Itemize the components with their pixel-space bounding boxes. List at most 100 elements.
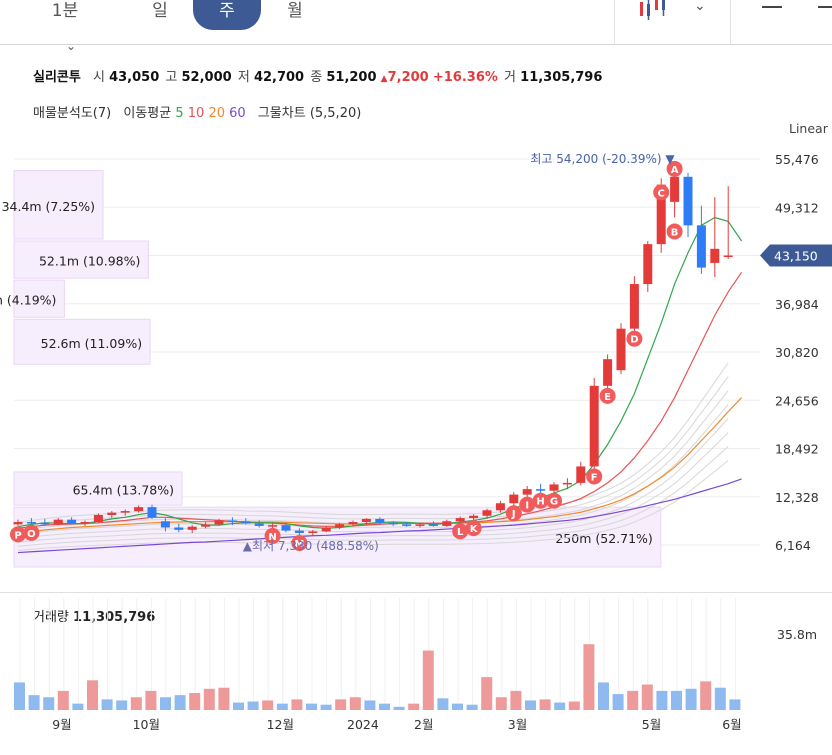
candle [455,516,465,524]
signal-circle [291,534,308,551]
signal-circle [666,223,683,240]
volume-bar [554,702,566,710]
candle [26,518,36,525]
signal-marker: L [452,523,469,540]
signal-label: C [658,188,665,199]
change-up-icon: ▲ [380,74,388,84]
y-axis-tick-label: 18,492 [775,442,819,457]
close-value: 51,200 [326,70,377,85]
ma60-label: 60 [229,106,246,121]
signal-marker: N [264,527,281,544]
net-chart-line [17,362,729,523]
minimize-icon[interactable] [762,6,782,8]
volume-axis-label: 35.8m [777,627,818,642]
candle [107,511,117,519]
candle [723,186,733,260]
current-price-tag [760,244,832,267]
candle-body [93,514,103,523]
candle [134,505,144,513]
volume-profile-bar [13,240,149,279]
open-value: 43,050 [109,70,160,85]
candle-body [589,385,599,467]
signal-marker: F [586,468,603,485]
candle-body [254,523,264,526]
signal-label: P [14,530,21,541]
candle-body [174,527,184,530]
candle-body [522,489,532,495]
volume-bar [671,690,682,710]
volume-profile-indicator[interactable]: 매물분석도(7) [33,106,112,121]
chevron-down-icon: ⌄ [65,39,77,53]
candle-body [13,522,23,525]
y-axis-tick-label: 12,328 [775,490,819,505]
candle [361,518,371,525]
candle-body [361,518,371,523]
signal-label: J [511,509,516,520]
signal-circle [505,505,522,522]
change-value: 7,200 [387,70,429,85]
volume-bar [656,690,668,710]
x-axis-month-label: 2월 [414,717,433,732]
y-axis-tick-label: 49,312 [775,200,819,215]
divider [730,0,731,44]
signal-label: D [630,335,638,346]
ma60-line [17,478,742,554]
candle [335,522,345,530]
candle [147,504,157,519]
volume-profile-label: 34.4m (7.25%) [2,199,95,214]
candle-body [670,176,680,202]
price-chart[interactable]: 34.4m (7.25%) 52.1m (10.98%) 19.9m (4.19%)… [0,140,832,580]
high-label: 고 [165,70,178,85]
net-chart-indicator[interactable]: 그물차트 [257,106,306,121]
candle [683,172,693,238]
x-axis-month-label: 9월 [52,717,71,732]
candle [549,482,559,494]
volume-label: 거 [504,70,517,85]
candle [227,517,237,526]
candle [415,522,425,528]
candle [495,500,505,513]
interval-selector[interactable]: 1분 ⌄ [40,0,90,53]
scale-type[interactable]: Linear [789,121,828,136]
signal-circle [23,524,40,541]
volume-bar [43,697,55,710]
candle-body [482,510,492,516]
candle [187,525,197,533]
tab-day[interactable]: 일 [152,1,168,21]
tab-month[interactable]: 월 [287,1,303,21]
signal-label: H [536,497,544,508]
net-chart-line [17,446,729,547]
signal-circle [264,527,281,544]
candlestick-type-icon[interactable] [638,0,670,28]
candle-body [616,328,626,371]
candle-body [348,522,358,525]
volume-profile-bar [13,318,151,365]
tab-week[interactable]: 주 [193,0,261,30]
high-value: 52,000 [181,70,232,85]
candle-body [120,511,130,513]
volume-profile-label: 65.4m (13.78%) [73,483,174,498]
signal-circle [465,520,482,537]
chart-toolbar: 1분 ⌄ 일 주 월 ⌄ [0,0,832,53]
volume-bar [101,699,113,710]
candle-body [26,522,36,524]
candle [348,520,358,527]
candle [241,518,251,525]
volume-bar [495,697,507,710]
moving-average-indicator[interactable]: 이동평균 [123,106,172,121]
signal-marker: E [599,387,616,404]
chart-type-chevron-icon[interactable]: ⌄ [694,0,706,14]
volume-bar [685,688,697,710]
net-chart-line [17,376,729,527]
volume-bar [335,699,347,710]
candle-body [683,176,693,226]
divider [0,592,832,593]
x-axis-month-label: 12월 [267,717,294,732]
ma5-label: 5 [175,106,184,121]
volume-chart[interactable]: 9월 10월 12월 2024 2월 3월 5월 6월 [0,592,832,755]
interval-label: 1분 [51,1,79,21]
volume-bar [714,687,726,710]
menu-icon[interactable] [818,6,832,8]
volume-bar [145,690,157,710]
signal-marker: D [626,330,643,347]
